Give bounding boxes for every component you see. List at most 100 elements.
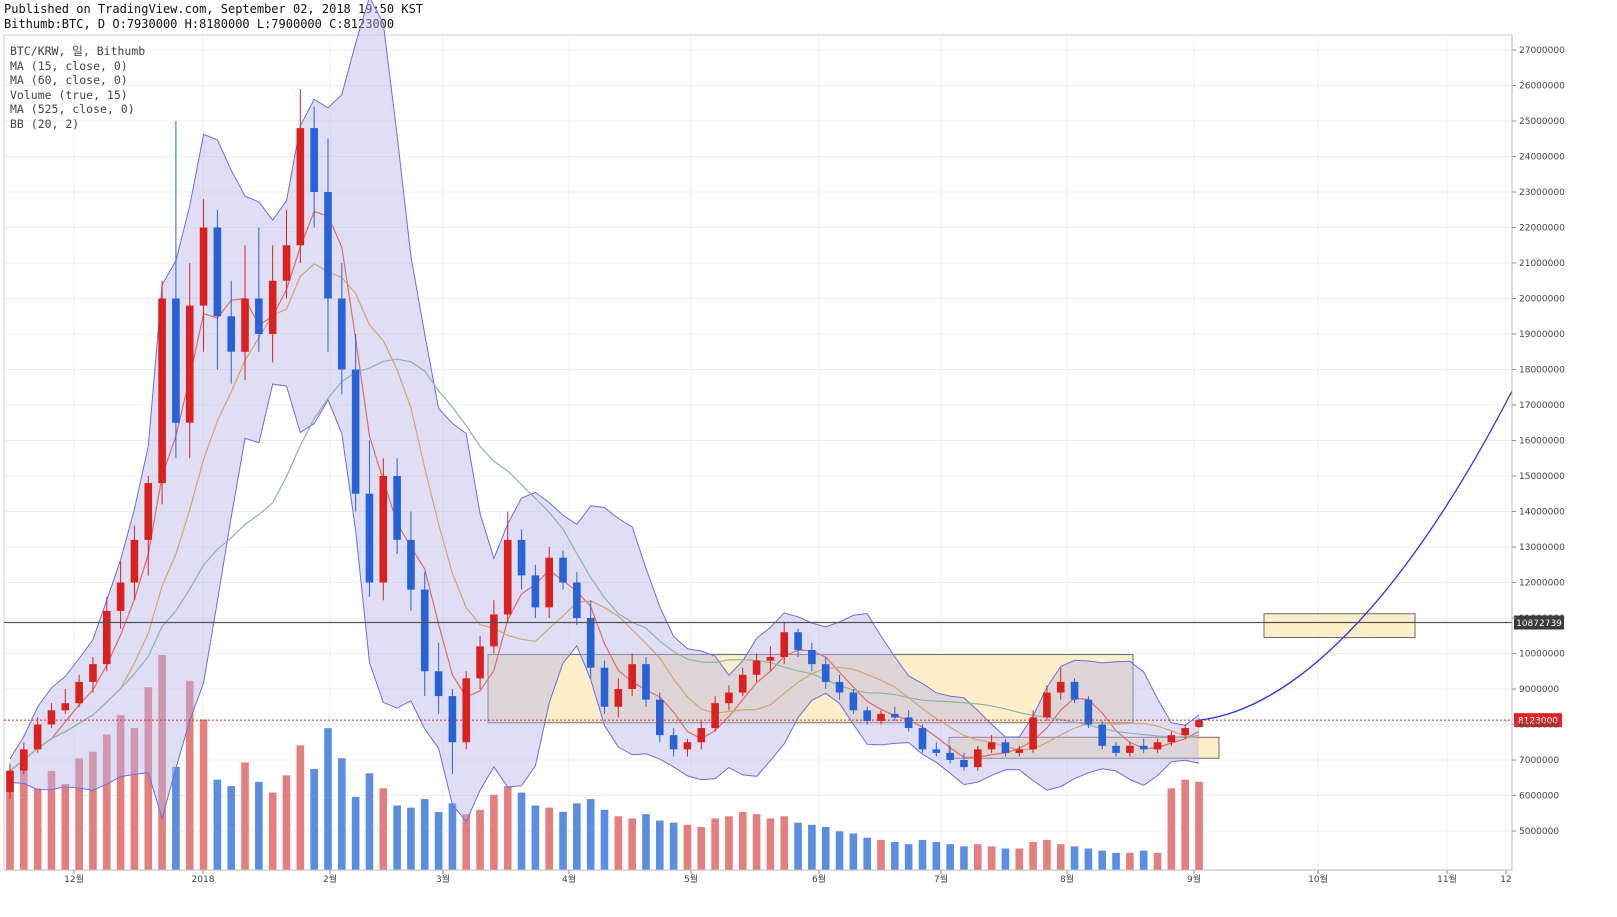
last-price-tag xyxy=(1514,713,1562,728)
candle-body xyxy=(1029,717,1037,750)
candle-body xyxy=(1070,681,1079,700)
y-tick-label: 26000000 xyxy=(1519,82,1565,92)
legend-bb[interactable]: BB (20, 2) xyxy=(10,116,80,131)
candle-body xyxy=(849,692,858,711)
candle-body xyxy=(863,710,871,721)
volume-bar xyxy=(918,839,927,870)
volume-bar xyxy=(780,816,789,870)
y-tick-label: 7000000 xyxy=(1519,756,1559,766)
candle-body xyxy=(1167,735,1176,743)
volume-bar xyxy=(669,822,678,870)
volume-bar xyxy=(531,805,540,870)
bb-fill xyxy=(10,0,1199,822)
candle-body xyxy=(1181,728,1189,736)
candlesticks xyxy=(6,89,1203,800)
y-tick-label: 20000000 xyxy=(1519,295,1565,305)
candle-body xyxy=(711,703,719,729)
volume-bar xyxy=(1126,852,1134,870)
y-tick-label: 11000000 xyxy=(1519,614,1565,624)
candle-body xyxy=(158,298,166,484)
candle-body xyxy=(766,657,775,661)
volume-bar xyxy=(683,824,692,870)
y-tick-label: 9000000 xyxy=(1519,685,1559,695)
candle-body xyxy=(1084,699,1093,725)
y-tick-label: 13000000 xyxy=(1519,543,1565,553)
x-tick-label: 4월 xyxy=(562,873,576,885)
candle-body xyxy=(683,742,692,750)
volume-bar xyxy=(351,796,360,870)
volume-bar xyxy=(1153,852,1162,870)
projection-curve xyxy=(1198,390,1513,721)
candle-body xyxy=(61,703,70,711)
volume-bar xyxy=(987,846,996,870)
candle-body xyxy=(808,649,816,665)
volume-bar xyxy=(172,766,180,870)
legend-volume[interactable]: Volume (true, 15) xyxy=(10,87,128,102)
candle-body xyxy=(932,749,941,753)
volume-bar xyxy=(973,844,982,870)
candle-body xyxy=(379,476,388,583)
published-line: Published on TradingView.com, September … xyxy=(4,2,424,16)
volume-bar xyxy=(282,775,291,870)
candle-body xyxy=(227,316,236,352)
overlay-box xyxy=(487,654,1134,724)
legend-ma60[interactable]: MA (60, close, 0) xyxy=(10,73,128,88)
candle-body xyxy=(725,692,733,704)
x-tick-label: 6월 xyxy=(812,873,826,885)
volume-bar xyxy=(1015,848,1024,870)
candle-body xyxy=(351,369,360,494)
y-tick-label: 24000000 xyxy=(1519,153,1565,163)
volume-bar xyxy=(296,745,305,870)
candle-body xyxy=(503,539,512,615)
volume-bar xyxy=(47,771,56,870)
candle-body xyxy=(835,681,844,693)
candle-body xyxy=(462,678,471,743)
y-tick-label: 22000000 xyxy=(1519,224,1565,234)
axes: 5000000 6000000 7000000 8000000 9000000 10000… xyxy=(4,35,1565,885)
volume-bar xyxy=(1112,852,1120,870)
volume-bar xyxy=(1195,781,1203,870)
candle-body xyxy=(1015,749,1024,753)
volume-bar xyxy=(642,814,650,870)
volume-bar xyxy=(1043,839,1051,870)
volume-bar xyxy=(766,818,775,870)
indicator-legend: BTC/KRW, 일, Bithumb MA (15, close, 0) MA… xyxy=(10,44,145,132)
candle-body xyxy=(1112,745,1120,753)
legend-symbol[interactable]: BTC/KRW, 일, Bithumb xyxy=(10,44,146,58)
y-tick-label: 21000000 xyxy=(1519,259,1565,269)
candle-body xyxy=(1098,724,1107,746)
candle-body xyxy=(407,539,415,590)
overlay-box xyxy=(1263,613,1416,639)
volume-bar xyxy=(711,818,719,870)
volume-bar xyxy=(379,788,388,870)
candle-body xyxy=(1043,692,1051,718)
volume-bar xyxy=(697,827,706,870)
bb-upper xyxy=(9,0,1200,760)
volume-bar xyxy=(1098,850,1107,870)
volume-bar xyxy=(393,805,401,870)
candle-body xyxy=(946,752,954,760)
candle-body xyxy=(130,539,139,583)
candle-body xyxy=(20,749,28,771)
candle-body xyxy=(338,298,346,370)
candle-body xyxy=(33,724,42,750)
volume-bar xyxy=(158,655,166,870)
y-tick-label: 17000000 xyxy=(1519,401,1565,411)
x-tick-label: 8월 xyxy=(1060,873,1074,885)
volume-bar xyxy=(338,758,346,870)
candle-body xyxy=(517,539,526,576)
candle-body xyxy=(185,305,194,423)
volume-bar xyxy=(6,775,14,870)
volume-bar xyxy=(61,784,70,870)
candle-body xyxy=(573,582,581,618)
candle-body xyxy=(476,646,484,679)
legend-ma525[interactable]: MA (525, close, 0) xyxy=(10,102,135,117)
candle-body xyxy=(116,582,125,611)
x-tick-label: 12 xyxy=(1500,875,1511,885)
candle-body xyxy=(1126,745,1134,753)
last-price-label: 8123000 xyxy=(1518,717,1558,727)
candle-body xyxy=(545,557,553,608)
legend-ma15[interactable]: MA (15, close, 0) xyxy=(10,58,128,73)
volume-bar xyxy=(20,760,28,870)
